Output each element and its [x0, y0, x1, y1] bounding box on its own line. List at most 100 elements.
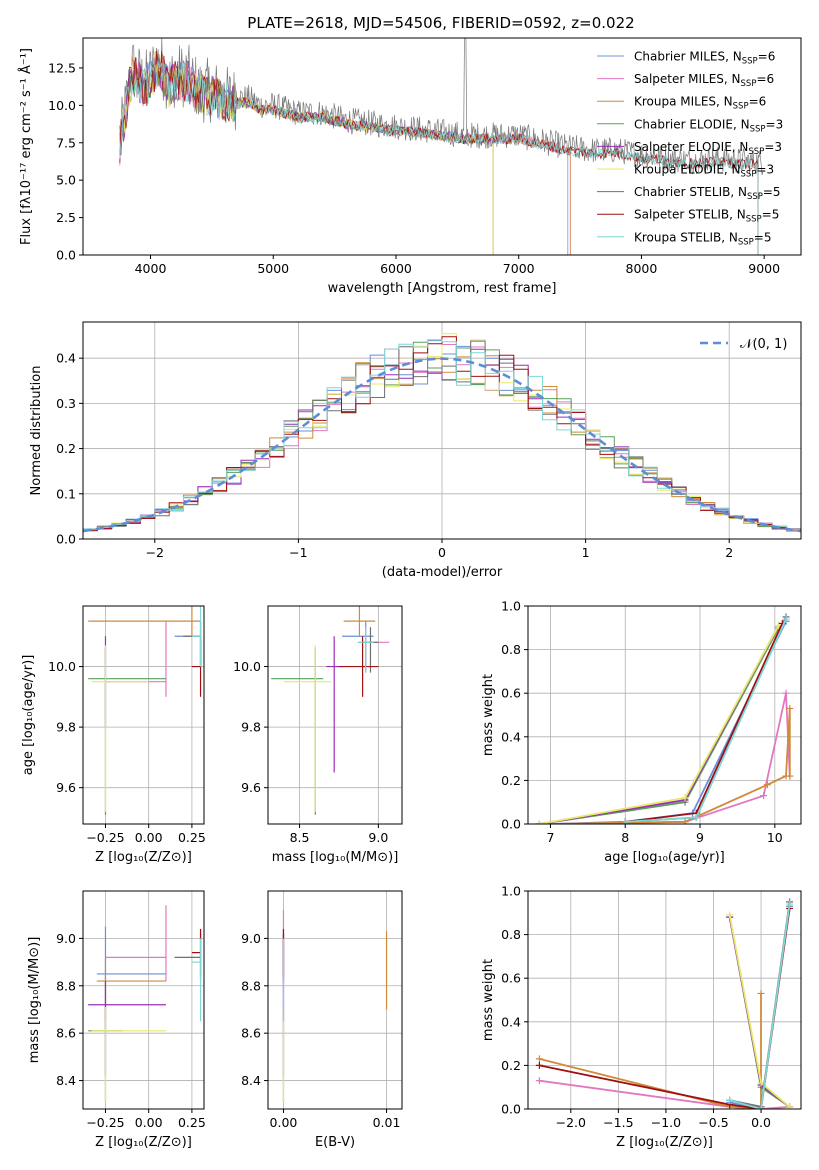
x-tick-label: 0.00	[135, 1115, 163, 1130]
axes-frame	[82, 37, 802, 256]
x-axis-label: (data-model)/error	[382, 565, 503, 580]
x-tick-label: 8.5	[290, 830, 310, 845]
error-bar-point-7	[362, 627, 379, 673]
y-tick-label: 9.6	[56, 780, 76, 795]
x-tick-label: 9000	[748, 261, 780, 276]
x-tick-label: 8000	[626, 261, 658, 276]
error-bar-point-6	[283, 645, 332, 812]
y-tick-label: 0.4	[56, 351, 76, 366]
x-axis-label: wavelength [Angstrom, rest frame]	[328, 281, 557, 296]
y-axis-label: Normed distribution	[29, 366, 44, 496]
x-tick-label: 0	[438, 545, 446, 560]
residuals-legend: 𝒩(0, 1)	[700, 337, 787, 352]
x-tick-label: 0.01	[373, 1115, 401, 1130]
y-tick-label: 0.4	[501, 729, 521, 744]
weight-line-5	[539, 625, 780, 824]
weight-line-6	[539, 625, 780, 824]
error-bar-point-9	[191, 938, 202, 1022]
x-tick-label: 5000	[257, 261, 289, 276]
error-bar-point-1	[96, 926, 166, 1022]
x-tick-label: −2	[146, 545, 164, 560]
y-tick-label: 0.4	[501, 1014, 521, 1029]
error-bar-point-3	[96, 957, 166, 1029]
normal-curve	[83, 357, 801, 533]
mass_weight_vs_Z-panel: −2.0 −1.5 −1.0 −0.5 0.0 0.0 0.2 0.4 0.6 0.8 1.0 Z […	[481, 884, 802, 1150]
y-tick-label: 8.8	[241, 978, 261, 993]
y-tick-label: 8.6	[241, 1026, 261, 1041]
x-tick-label: 9.0	[368, 830, 388, 845]
axes-frame	[82, 890, 205, 1110]
weight-marker	[535, 1077, 543, 1085]
legend-label: Chabrier STELIB, NSSP=5	[634, 185, 781, 202]
error-bar-point-9	[191, 606, 202, 667]
error-bar-point-9	[357, 627, 374, 673]
x-tick-label: −1.0	[651, 1115, 681, 1130]
y-tick-label: 0.2	[501, 1058, 521, 1073]
y-tick-label: 8.4	[241, 1073, 261, 1088]
x-axis-label: age [log₁₀(age/yr)]	[604, 850, 725, 865]
weight-marker	[535, 1061, 543, 1069]
axes-frame	[267, 890, 403, 1110]
mass_weight_vs_age-plot-area	[535, 613, 794, 824]
weight-marker	[757, 989, 765, 997]
y-tick-label: 0.8	[501, 642, 521, 657]
mass_vs_Z-plot-area	[88, 905, 202, 1102]
y-tick-label: 8.4	[56, 1073, 76, 1088]
x-tick-label: −1	[289, 545, 307, 560]
y-tick-label: 9.0	[56, 931, 76, 946]
error-bar-point-1	[342, 621, 374, 667]
weight-marker	[757, 1079, 765, 1087]
weight-marker	[692, 813, 700, 821]
mass_vs_ebv-panel: 0.00 0.01 8.4 8.6 8.8 9.0 E(B-V)	[241, 890, 403, 1150]
y-tick-label: 0.6	[501, 971, 521, 986]
y-axis-label: age [log₁₀(age/yr)]	[21, 655, 36, 776]
x-tick-label: 9	[696, 830, 704, 845]
y-tick-label: 9.8	[56, 720, 76, 735]
mass_vs_Z-panel: −0.25 0.00 0.25 8.4 8.6 8.8 9.0 Z [log₁₀(Z/Z⊙)]…	[27, 890, 206, 1150]
y-tick-label: 10.0	[48, 659, 76, 674]
weight-marker	[763, 781, 771, 789]
y-axis-label: mass weight	[481, 959, 496, 1041]
error-bar-point-8	[191, 636, 202, 697]
x-axis-label: mass [log₁₀(M/M⊙)]	[272, 850, 399, 865]
legend-label: Salpeter STELIB, NSSP=5	[634, 208, 779, 225]
legend-label: Kroupa STELIB, NSSP=5	[634, 230, 772, 247]
error-bar-point-7	[174, 933, 202, 982]
y-tick-label: 10.0	[233, 659, 261, 674]
weight-marker	[786, 704, 794, 712]
weight-marker	[621, 818, 629, 824]
weight-line-8	[539, 908, 791, 1109]
model-line-8	[119, 50, 759, 255]
histogram-5	[83, 348, 801, 530]
weight-marker	[786, 772, 794, 780]
legend-label: Chabrier ELODIE, NSSP=3	[634, 117, 783, 134]
x-tick-label: 0.0	[751, 1115, 771, 1130]
weight-marker	[782, 615, 790, 623]
y-tick-label: 1.0	[501, 884, 521, 899]
y-tick-label: 0.0	[501, 817, 521, 832]
mass_weight_vs_age-panel: 7 8 9 10 0.0 0.2 0.4 0.6 0.8 1.0 age [log₁₀(age/yr…	[481, 599, 802, 865]
x-tick-label: 7000	[503, 261, 535, 276]
x-tick-label: 0.00	[135, 830, 163, 845]
weight-line-9	[729, 903, 791, 1109]
weight-marker	[757, 1105, 765, 1109]
y-tick-label: 12.5	[48, 60, 76, 75]
x-tick-label: −0.25	[86, 1115, 124, 1130]
axes-frame	[527, 890, 802, 1110]
age_vs_Z-panel: −0.25 0.00 0.25 9.6 9.8 10.0 Z [log₁₀(Z/Z⊙)] ag…	[21, 605, 206, 865]
weight-marker	[786, 900, 794, 908]
legend-label: Salpeter ELODIE, NSSP=3	[634, 140, 782, 157]
figure-title: PLATE=2618, MJD=54506, FIBERID=0592, z=0…	[247, 14, 634, 32]
data-spectrum-line	[119, 38, 765, 176]
spectrum-plot-area	[119, 38, 765, 255]
error-bar-point-3	[343, 606, 376, 637]
axes-frame	[82, 605, 205, 825]
y-tick-label: 0.6	[501, 686, 521, 701]
y-tick-label: 0.3	[56, 396, 76, 411]
y-axis-label: Flux [fλ10⁻¹⁷ erg cm⁻² s⁻¹ Å⁻¹]	[18, 48, 34, 245]
y-tick-label: 0.0	[56, 248, 76, 263]
y-tick-label: 8.8	[56, 978, 76, 993]
y-tick-label: 10.0	[48, 98, 76, 113]
error-bar-point-6	[91, 1007, 166, 1102]
